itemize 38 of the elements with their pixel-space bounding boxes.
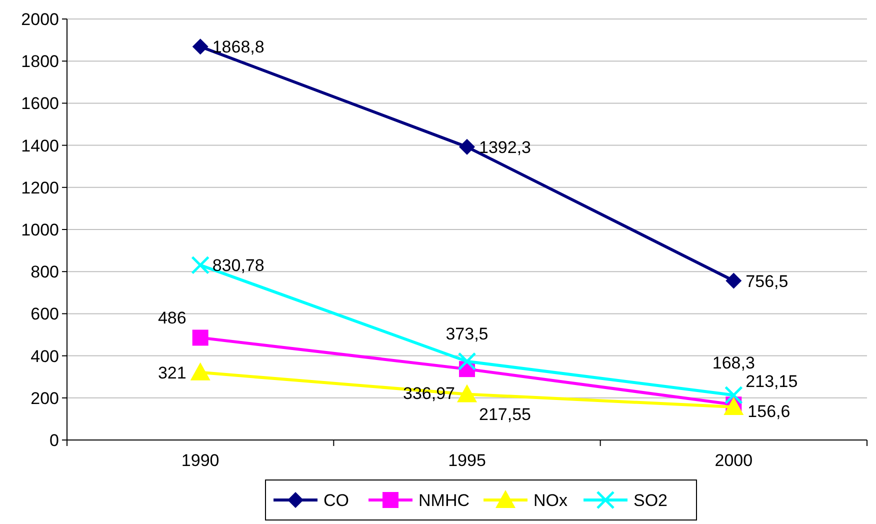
legend-label: NMHC bbox=[418, 490, 470, 510]
x-tick-label: 2000 bbox=[714, 451, 753, 470]
y-tick-label: 400 bbox=[30, 346, 59, 366]
point bbox=[192, 330, 208, 346]
data-label: 830,78 bbox=[212, 256, 264, 276]
y-tick-label: 1400 bbox=[21, 136, 59, 156]
data-label: 156,6 bbox=[748, 402, 790, 422]
point bbox=[458, 352, 476, 371]
point bbox=[191, 256, 210, 274]
y-tick-label: 0 bbox=[50, 430, 59, 450]
data-label: 756,5 bbox=[746, 272, 788, 291]
x-tick-label: 1990 bbox=[181, 451, 220, 470]
y-tick-label: 1800 bbox=[21, 52, 59, 72]
y-tick-label: 200 bbox=[30, 388, 59, 408]
point bbox=[726, 272, 742, 289]
data-label: 321 bbox=[158, 363, 186, 382]
y-tick-label: 600 bbox=[30, 304, 59, 324]
point bbox=[457, 384, 477, 402]
point bbox=[190, 362, 210, 380]
y-tick-label: 1200 bbox=[21, 178, 59, 198]
data-label: 213,15 bbox=[746, 372, 798, 392]
x-tick-label: 1995 bbox=[448, 451, 486, 470]
data-label: 1392,3 bbox=[479, 138, 531, 157]
legend-label: SO2 bbox=[634, 490, 668, 510]
point bbox=[459, 138, 475, 155]
y-tick-label: 2000 bbox=[21, 10, 59, 29]
y-tick-label: 1000 bbox=[21, 220, 59, 240]
y-tick-label: 1600 bbox=[21, 94, 59, 114]
data-label: 1868,8 bbox=[212, 38, 264, 57]
legend-label: CO bbox=[324, 490, 349, 510]
data-label: 373,5 bbox=[446, 324, 488, 344]
data-label: 168,3 bbox=[712, 354, 755, 373]
point bbox=[724, 386, 743, 404]
data-label: 217,55 bbox=[479, 405, 531, 424]
data-label: 486 bbox=[158, 308, 186, 328]
y-tick-label: 800 bbox=[30, 262, 59, 282]
point bbox=[192, 38, 208, 55]
legend-label: NOx bbox=[534, 490, 568, 510]
